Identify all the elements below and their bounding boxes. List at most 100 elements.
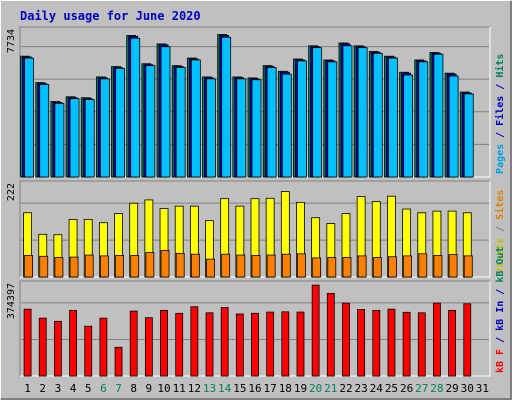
bar-pages: [130, 37, 141, 178]
x-tick-label: 18: [279, 382, 292, 395]
bar-kb-f: [235, 313, 244, 377]
bar-kb-f: [326, 292, 335, 377]
x-tick-label: 8: [130, 382, 137, 395]
bar-pages: [145, 65, 156, 178]
bar-pages: [39, 84, 50, 178]
bar-sites: [236, 254, 246, 278]
bar-sites: [160, 250, 170, 278]
bar-kb-f: [38, 317, 47, 377]
bar-pages: [297, 60, 307, 178]
bar-pages: [388, 57, 398, 178]
bar-sites: [145, 252, 155, 278]
panel-border-dark: [19, 280, 490, 376]
y-axis-label-part: /: [495, 331, 506, 349]
panel-border-dark: [19, 180, 490, 277]
bar-sites: [190, 253, 200, 278]
bar-pages: [236, 78, 247, 178]
panel-border-dark: [19, 26, 490, 177]
x-tick-label: 1: [24, 382, 31, 395]
x-tick-label: 4: [70, 382, 77, 395]
bar-sites: [372, 257, 382, 278]
y-axis-label-part: Visits: [494, 238, 506, 274]
y-max-label: 7734: [6, 29, 17, 53]
y-axis-label-part: Sites: [494, 190, 506, 220]
bar-sites: [342, 257, 352, 278]
bar-pages: [403, 74, 414, 178]
panel-2: 222 Visits / Sites: [6, 180, 506, 278]
x-tick-label: 27: [415, 382, 428, 395]
y-axis-label-part: Hits: [494, 54, 506, 78]
y-axis-label-part: kB F: [495, 349, 506, 373]
bar-pages: [372, 52, 383, 178]
x-tick-label: 5: [85, 382, 92, 395]
bar-pages: [357, 47, 368, 178]
bar-pages: [221, 36, 232, 178]
x-tick-label: 21: [324, 382, 337, 395]
x-tick-label: 26: [400, 382, 413, 395]
bar-kb-f: [281, 311, 290, 377]
bar-kb-f: [266, 311, 275, 377]
x-tick-label: 29: [445, 382, 458, 395]
y-axis-label-part: /: [495, 220, 506, 238]
x-tick-label: 10: [157, 382, 170, 395]
y-axis-label: Visits / Sites: [494, 190, 506, 274]
bar-sites: [175, 252, 185, 278]
bar-kb-f: [311, 284, 320, 377]
bar-kb-f: [69, 309, 77, 377]
y-axis-label-part: Pages: [495, 144, 506, 174]
x-tick-label: 13: [203, 382, 216, 395]
x-tick-label: 12: [188, 382, 201, 395]
bar-sites: [388, 256, 397, 278]
bar-kb-f: [114, 346, 123, 377]
x-tick-label: 3: [55, 382, 62, 395]
bar-kb-f: [99, 317, 108, 377]
bar-sites: [69, 256, 79, 278]
bar-pages: [448, 75, 459, 178]
x-tick-label: 2: [39, 382, 46, 395]
bar-kb-f: [160, 309, 168, 377]
bar-kb-f: [387, 308, 396, 377]
bar-sites: [221, 253, 231, 278]
bar-sites: [24, 255, 33, 278]
bar-pages: [312, 47, 323, 178]
bar-sites: [115, 255, 124, 278]
x-tick-label: 15: [233, 382, 246, 395]
bar-sites: [448, 254, 458, 278]
bar-kb-f: [220, 307, 229, 377]
y-axis-label-part: Files: [494, 96, 506, 126]
x-tick-label: 16: [248, 382, 261, 395]
bar-sites: [297, 253, 306, 278]
bar-kb-f: [402, 311, 411, 377]
bar-sites: [312, 257, 322, 278]
y-max-label: 374397: [6, 283, 17, 319]
bar-pages: [433, 53, 444, 178]
bar-sites: [39, 255, 49, 278]
bar-pages: [115, 68, 125, 178]
bar-kb-f: [417, 312, 426, 377]
y-axis-label: kB F / kB In / kB Out: [495, 247, 506, 373]
bar-kb-f: [54, 320, 62, 377]
bar-pages: [463, 93, 474, 178]
bar-sites: [463, 255, 473, 278]
bar-pages: [327, 61, 338, 178]
bar-pages: [342, 45, 353, 178]
x-tick-label: 24: [370, 382, 384, 395]
bar-pages: [175, 67, 186, 178]
bar-kb-f: [296, 311, 305, 377]
chart-title: Daily usage for June 2020: [20, 9, 201, 23]
bar-sites: [433, 255, 443, 278]
x-tick-label: 28: [430, 382, 443, 395]
bar-pages: [206, 78, 216, 178]
bar-sites: [99, 255, 109, 278]
bar-kb-f: [357, 309, 366, 377]
x-tick-label: 9: [146, 382, 153, 395]
bar-pages: [190, 59, 201, 178]
bar-sites: [357, 255, 367, 278]
y-axis-label-part: kB Out: [495, 247, 506, 283]
bar-pages: [54, 102, 65, 178]
bar-pages: [99, 78, 110, 178]
bar-kb-f: [342, 302, 350, 377]
panel-1: 7734 Pages / Files / Hits: [6, 26, 506, 178]
